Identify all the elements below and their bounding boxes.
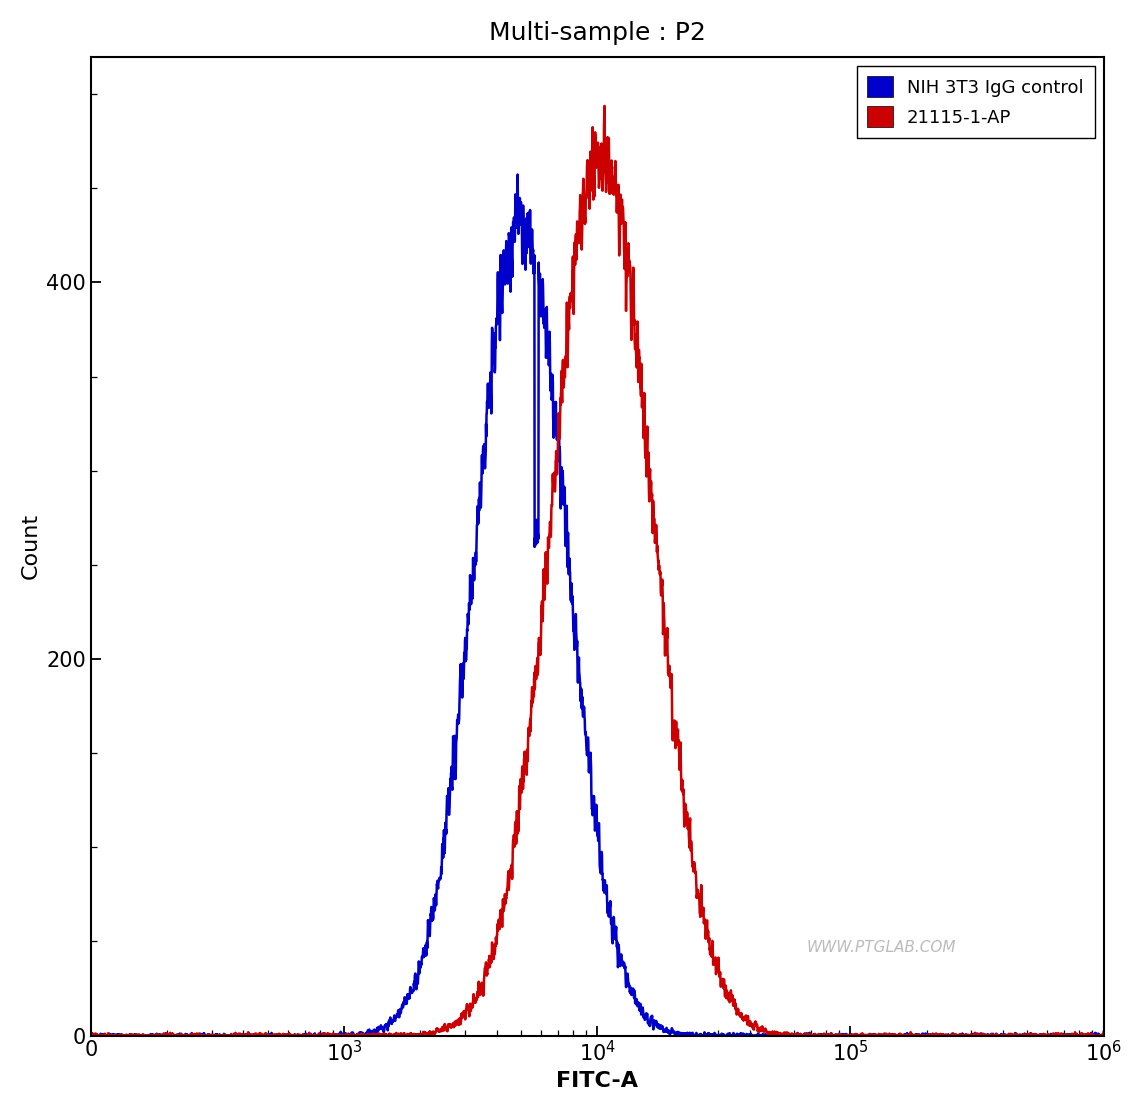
Legend: NIH 3T3 IgG control, 21115-1-AP: NIH 3T3 IgG control, 21115-1-AP: [856, 66, 1095, 138]
Text: WWW.PTGLAB.COM: WWW.PTGLAB.COM: [806, 940, 956, 955]
X-axis label: FITC-A: FITC-A: [557, 1071, 638, 1091]
Title: Multi-sample : P2: Multi-sample : P2: [489, 21, 705, 44]
Y-axis label: Count: Count: [21, 513, 41, 579]
